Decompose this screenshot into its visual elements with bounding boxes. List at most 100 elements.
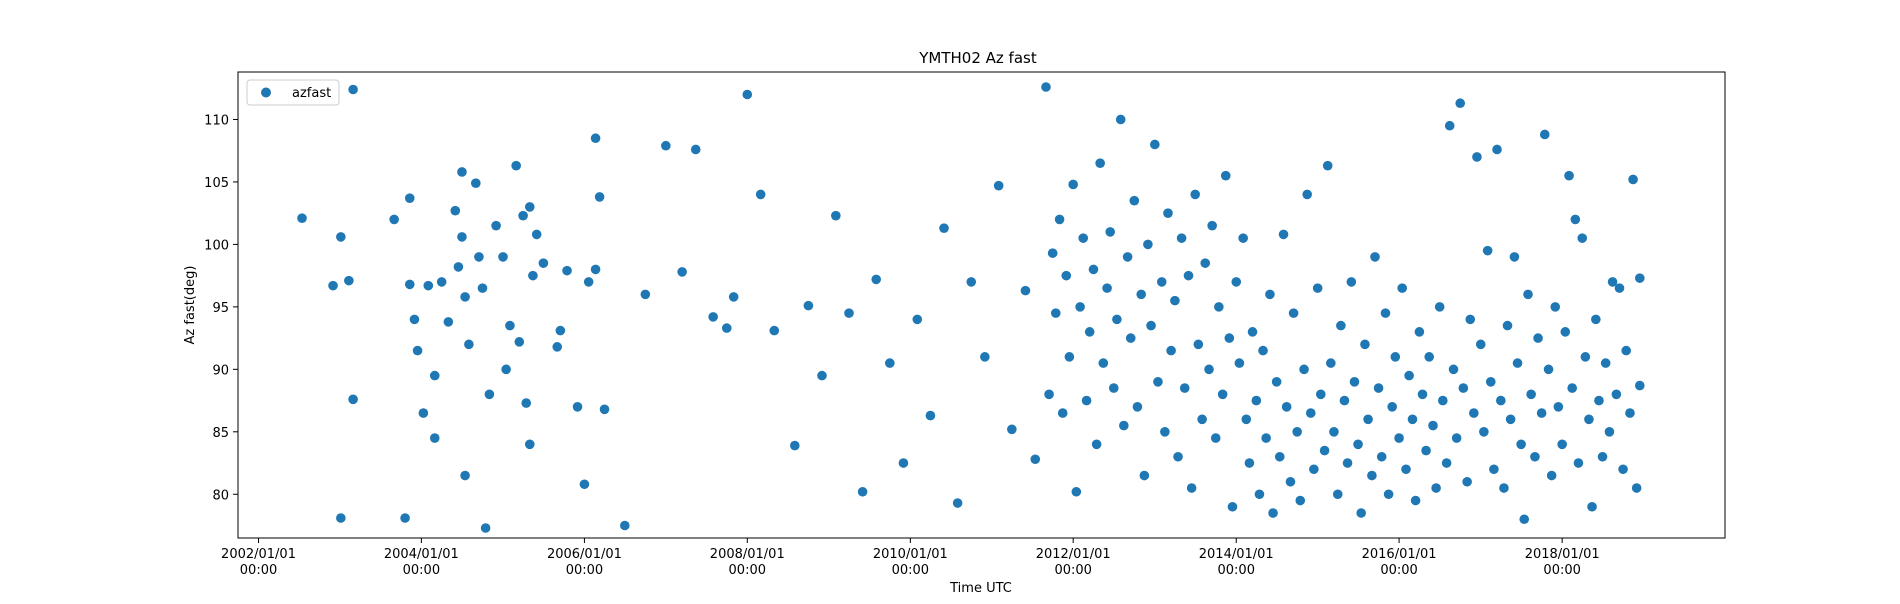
data-point: [505, 320, 515, 331]
data-point: [898, 458, 909, 468]
data-point: [1536, 408, 1547, 418]
data-point: [1618, 464, 1628, 475]
data-point: [1075, 302, 1085, 312]
x-tick-label-date: 2006/01/01: [547, 547, 622, 562]
data-point: [1533, 333, 1543, 343]
data-point: [1523, 289, 1533, 300]
data-point: [1292, 427, 1302, 437]
y-tick-label: 110: [204, 113, 229, 128]
data-point: [501, 364, 511, 375]
data-point: [1628, 174, 1638, 185]
data-point: [1509, 252, 1520, 262]
data-point: [477, 283, 488, 293]
data-point: [460, 292, 470, 302]
data-point: [1397, 283, 1408, 293]
data-point: [1475, 339, 1486, 350]
data-point: [1455, 98, 1466, 109]
data-point: [1081, 395, 1092, 406]
data-point: [1102, 283, 1112, 293]
data-point: [1268, 508, 1278, 518]
data-point: [1539, 129, 1550, 140]
data-point: [1353, 439, 1363, 450]
data-point: [1611, 389, 1622, 400]
data-point: [1444, 120, 1455, 131]
y-tick-label: 95: [212, 301, 229, 316]
data-point: [1190, 189, 1200, 200]
data-point: [1315, 389, 1326, 400]
data-point: [1600, 358, 1611, 368]
data-point: [412, 345, 423, 356]
data-point: [457, 232, 467, 242]
x-tick-label-time: 00:00: [566, 563, 603, 578]
data-point: [857, 486, 868, 497]
data-point: [1224, 333, 1235, 343]
data-point: [1339, 395, 1350, 406]
data-point: [1597, 451, 1608, 462]
data-point: [1614, 283, 1625, 293]
data-point: [1438, 395, 1448, 406]
data-point: [328, 280, 338, 291]
data-point: [400, 513, 410, 523]
data-point: [1489, 464, 1499, 475]
data-point: [538, 258, 549, 268]
x-tick-label-date: 2014/01/01: [1199, 547, 1274, 562]
data-point: [912, 314, 923, 325]
data-point: [1091, 439, 1102, 450]
data-point: [1482, 245, 1493, 256]
data-point: [1496, 395, 1506, 406]
data-point: [769, 325, 780, 336]
data-point: [436, 277, 447, 287]
data-point: [511, 160, 521, 171]
data-point: [1383, 489, 1394, 500]
data-point: [450, 205, 461, 216]
data-point: [1431, 483, 1441, 493]
data-point: [1115, 114, 1126, 125]
data-point: [429, 370, 440, 381]
data-point: [1404, 370, 1414, 381]
y-tick-label: 100: [204, 238, 229, 253]
y-tick-label: 90: [212, 363, 229, 378]
data-point: [1387, 402, 1397, 412]
data-point: [1469, 408, 1479, 418]
data-point: [1390, 352, 1401, 362]
data-point: [336, 513, 346, 523]
data-point: [423, 280, 434, 291]
data-point: [464, 339, 474, 350]
data-point: [348, 394, 358, 405]
data-point: [1530, 451, 1540, 462]
data-point: [1207, 220, 1217, 231]
x-tick-label-time: 00:00: [1380, 563, 1417, 578]
data-point: [389, 214, 399, 225]
data-point: [1441, 458, 1452, 468]
data-point: [1098, 358, 1109, 368]
data-point: [755, 189, 766, 200]
data-point: [453, 262, 464, 272]
data-point: [1105, 227, 1116, 237]
x-tick-label-date: 2008/01/01: [710, 547, 785, 562]
y-tick-label: 105: [204, 176, 229, 191]
data-point: [404, 193, 415, 203]
data-point: [803, 300, 814, 311]
data-point: [1302, 189, 1312, 200]
data-point: [1367, 470, 1377, 481]
data-point: [1428, 420, 1438, 431]
data-point: [1214, 302, 1224, 312]
data-point: [661, 140, 671, 151]
plot-area: [238, 72, 1725, 538]
x-tick-label-date: 2004/01/01: [384, 547, 459, 562]
data-points: [297, 82, 1645, 533]
legend-label: azfast: [292, 86, 331, 101]
data-point: [1326, 358, 1336, 368]
data-point: [1336, 320, 1346, 331]
data-point: [1360, 339, 1370, 350]
data-point: [1634, 380, 1645, 391]
data-point: [590, 264, 601, 275]
data-point: [1217, 389, 1228, 400]
data-point: [1241, 414, 1252, 425]
x-tick-label-date: 2018/01/01: [1525, 547, 1600, 562]
data-point: [528, 270, 538, 281]
data-point: [1132, 402, 1143, 412]
x-tick-label-time: 00:00: [240, 563, 277, 578]
data-point: [524, 439, 535, 450]
data-point: [1057, 408, 1068, 418]
